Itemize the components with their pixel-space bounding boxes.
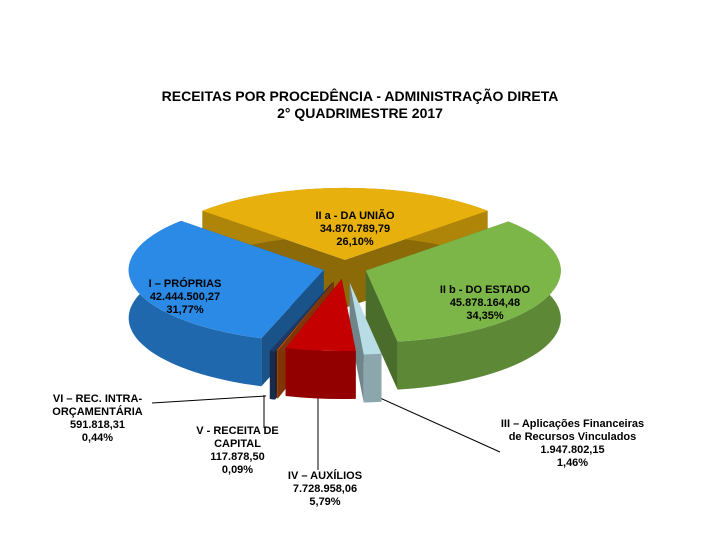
- slice-name: VI – REC. INTRA-ORÇAMENTÁRIA: [52, 393, 143, 418]
- pie-slice: [269, 282, 333, 352]
- leader-line: [151, 395, 267, 404]
- slice-label: III – Aplicações Financeiras de Recursos…: [495, 418, 650, 470]
- slice-value: 7.728.958,06: [292, 483, 358, 495]
- slice-label: I – PRÓPRIAS 42.444.500,27 31,77%: [115, 278, 255, 317]
- slice-label: VI – REC. INTRA-ORÇAMENTÁRIA 591.818,31 0,…: [35, 393, 160, 445]
- slice-name: IV – AUXÍLIOS: [287, 470, 363, 482]
- slice-side: [363, 353, 382, 403]
- slice-percent: 1,46%: [556, 457, 589, 469]
- slice-percent: 0,09%: [221, 464, 254, 476]
- chart-title: RECEITAS POR PROCEDÊNCIA - ADMINISTRAÇÃO…: [161, 88, 559, 104]
- pie-slice: [276, 281, 334, 351]
- slice-name: V - RECEITA DE CAPITAL: [196, 425, 279, 450]
- slice-value: 1.947.802,15: [540, 444, 605, 456]
- slice-value: 45.878.164,48: [449, 297, 521, 309]
- slice-side: [285, 347, 356, 400]
- pie-slice: [365, 221, 561, 342]
- slice-side: [349, 282, 364, 403]
- leader-lines: [151, 395, 501, 470]
- pie-slice: [202, 187, 488, 260]
- slice-name: III – Aplicações Financeiras de Recursos…: [500, 418, 645, 443]
- slice-value: 117.878,50: [210, 451, 265, 463]
- slice-value: 591.818,31: [69, 419, 126, 431]
- slice-label: II b - DO ESTADO 45.878.164,48 34,35%: [415, 284, 555, 323]
- chart-subtitle: 2° QUADRIMESTRE 2017: [277, 105, 443, 121]
- slice-label: II a - DA UNIÃO 34.870.789,79 26,10%: [285, 210, 425, 249]
- slice-side: [365, 270, 398, 390]
- slice-percent: 31,77%: [166, 304, 204, 316]
- pie-slice: [128, 220, 324, 339]
- pie-slice: [349, 282, 382, 355]
- slice-side: [269, 350, 276, 400]
- slice-side: [276, 350, 278, 399]
- slice-name: I – PRÓPRIAS: [148, 278, 222, 290]
- leader-line: [379, 397, 501, 453]
- slice-percent: 0,44%: [81, 432, 114, 444]
- pie-slice: [285, 279, 356, 352]
- slice-value: 34.870.789,79: [319, 223, 391, 235]
- slice-percent: 26,10%: [336, 236, 374, 248]
- slice-label: V - RECEITA DE CAPITAL 117.878,50 0,09%: [185, 425, 290, 477]
- slice-name: II a - DA UNIÃO: [315, 210, 395, 222]
- slice-label: IV – AUXÍLIOS 7.728.958,06 5,79%: [270, 470, 380, 509]
- slice-name: II b - DO ESTADO: [439, 284, 531, 296]
- slice-percent: 34,35%: [466, 310, 504, 322]
- slice-percent: 5,79%: [309, 496, 341, 508]
- slice-value: 42.444.500,27: [149, 291, 221, 303]
